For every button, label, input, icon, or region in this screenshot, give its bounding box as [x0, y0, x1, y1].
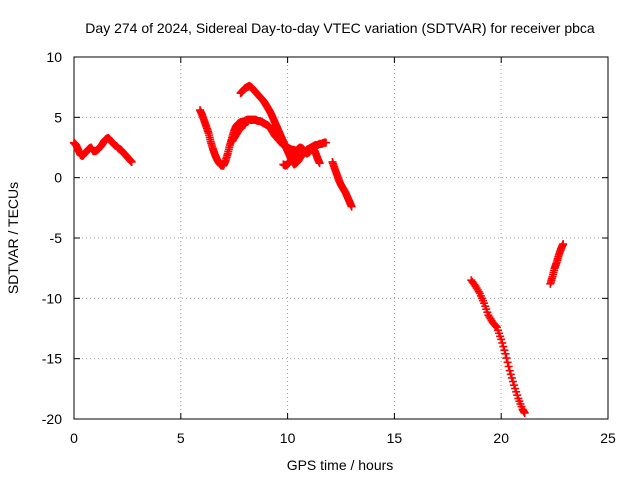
- data-series: [70, 133, 136, 166]
- data-point: [503, 358, 512, 367]
- x-tick-label: 0: [70, 430, 78, 446]
- y-axis-label: SDTVAR / TECUs: [5, 182, 21, 294]
- data-point: [507, 373, 516, 382]
- x-tick-label: 10: [280, 430, 296, 446]
- y-tick-label: 10: [46, 49, 62, 65]
- y-tick-label: -10: [42, 290, 62, 306]
- data-point: [497, 335, 506, 344]
- data-point: [501, 349, 510, 358]
- chart-title: Day 274 of 2024, Sidereal Day-to-day VTE…: [85, 20, 595, 36]
- y-tick-label: 0: [54, 170, 62, 186]
- data-point: [474, 287, 483, 296]
- grid-lines: [74, 57, 608, 419]
- data-point: [505, 366, 514, 375]
- data-point: [520, 408, 529, 417]
- data-point: [240, 120, 249, 129]
- data-series: [228, 120, 249, 146]
- x-axis-label: GPS time / hours: [287, 457, 394, 473]
- data-point: [500, 346, 509, 355]
- data-point: [315, 159, 324, 168]
- y-tick-label: -5: [50, 230, 63, 246]
- data-series: [546, 240, 568, 288]
- y-tick-label: -20: [42, 411, 62, 427]
- data-point: [491, 322, 500, 331]
- data-point: [347, 202, 356, 211]
- x-tick-label: 20: [493, 430, 509, 446]
- data-point: [502, 354, 511, 363]
- data-point: [508, 377, 517, 386]
- data-series: [279, 143, 324, 170]
- data-point: [504, 362, 513, 371]
- data-series: [196, 106, 303, 170]
- data-point: [322, 138, 331, 147]
- data-points: [70, 81, 568, 417]
- data-point: [499, 342, 508, 351]
- axis-ticks: 0 5 10 15 20 25 -20 -15 -10 -5 0 5 10: [42, 49, 616, 446]
- data-point: [127, 157, 136, 166]
- data-point: [498, 338, 507, 347]
- y-tick-label: 5: [54, 109, 62, 125]
- x-tick-label: 5: [177, 430, 185, 446]
- data-point: [506, 370, 515, 379]
- data-series: [236, 81, 331, 169]
- y-tick-label: -15: [42, 351, 62, 367]
- data-series: [328, 157, 356, 211]
- data-point: [559, 240, 568, 249]
- data-series: [467, 276, 529, 417]
- x-tick-label: 15: [387, 430, 403, 446]
- x-tick-label: 25: [600, 430, 616, 446]
